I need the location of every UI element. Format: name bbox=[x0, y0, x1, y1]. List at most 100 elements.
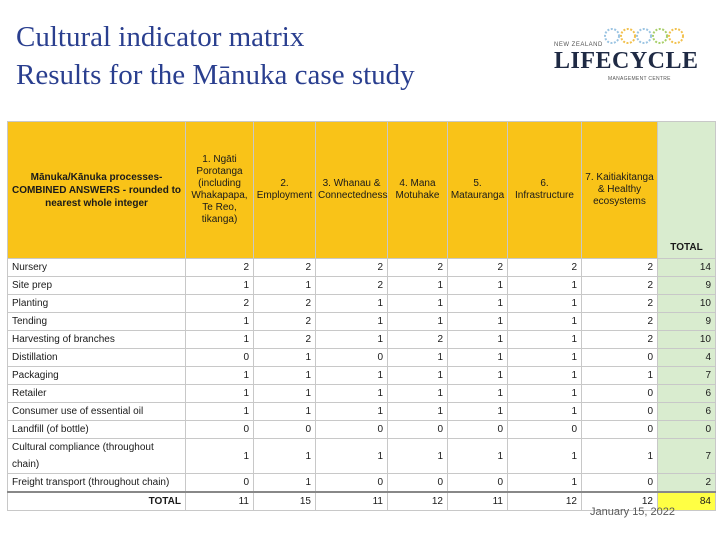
col-header-2: 2. Employment bbox=[253, 121, 316, 259]
cell: 2 bbox=[253, 312, 316, 331]
cell: 1 bbox=[185, 438, 254, 474]
cell: 1 bbox=[581, 438, 658, 474]
cell: 0 bbox=[315, 473, 388, 493]
table-row: Packaging 1 1 1 1 1 1 1 7 bbox=[7, 366, 716, 385]
corner-header: Mānuka/Kānuka processes-COMBINED ANSWERS… bbox=[7, 121, 186, 259]
cell: 1 bbox=[447, 402, 508, 421]
cell: 1 bbox=[253, 402, 316, 421]
row-total: 0 bbox=[657, 420, 716, 439]
cell: 0 bbox=[447, 420, 508, 439]
row-total: 4 bbox=[657, 348, 716, 367]
column-total: 11 bbox=[185, 491, 254, 511]
cell: 1 bbox=[447, 276, 508, 295]
cell: 1 bbox=[315, 438, 388, 474]
cell: 1 bbox=[315, 330, 388, 349]
row-label: Distillation bbox=[7, 348, 186, 367]
total-row: TOTAL 11 15 11 12 11 12 12 84 bbox=[7, 491, 716, 511]
cell: 1 bbox=[507, 330, 582, 349]
cell: 0 bbox=[387, 420, 448, 439]
cell: 1 bbox=[315, 402, 388, 421]
column-total: 12 bbox=[507, 491, 582, 511]
cell: 1 bbox=[507, 348, 582, 367]
cell: 2 bbox=[447, 258, 508, 277]
row-label: Site prep bbox=[7, 276, 186, 295]
row-total: 10 bbox=[657, 330, 716, 349]
cell: 2 bbox=[185, 258, 254, 277]
col-header-5: 5. Matauranga bbox=[447, 121, 508, 259]
cell: 1 bbox=[253, 384, 316, 403]
cell: 1 bbox=[507, 473, 582, 493]
row-total: 10 bbox=[657, 294, 716, 313]
cell: 2 bbox=[253, 294, 316, 313]
cell: 1 bbox=[447, 312, 508, 331]
table-body: Nursery 2 2 2 2 2 2 2 14 Site prep 1 1 2 1 1 1 2 9 Plant… bbox=[7, 258, 716, 511]
cell: 2 bbox=[581, 276, 658, 295]
cell: 0 bbox=[185, 348, 254, 367]
col-header-4: 4. Mana Motuhake bbox=[387, 121, 448, 259]
cell: 1 bbox=[507, 438, 582, 474]
cell: 1 bbox=[507, 276, 582, 295]
cell: 1 bbox=[507, 366, 582, 385]
row-total: 6 bbox=[657, 384, 716, 403]
cell: 1 bbox=[447, 366, 508, 385]
cell: 1 bbox=[581, 366, 658, 385]
column-total: 12 bbox=[387, 491, 448, 511]
cell: 1 bbox=[185, 402, 254, 421]
cell: 1 bbox=[253, 438, 316, 474]
cell: 1 bbox=[447, 348, 508, 367]
title-line-1: Cultural indicator matrix bbox=[16, 21, 305, 53]
cell: 1 bbox=[253, 473, 316, 493]
cell: 2 bbox=[581, 294, 658, 313]
cell: 1 bbox=[315, 294, 388, 313]
row-label: Cultural compliance (throughout chain) bbox=[7, 438, 186, 474]
cell: 1 bbox=[447, 384, 508, 403]
indicator-matrix-table: Mānuka/Kānuka processes-COMBINED ANSWERS… bbox=[7, 121, 716, 511]
cell: 1 bbox=[447, 294, 508, 313]
logo-circles-icon bbox=[604, 28, 684, 44]
cell: 0 bbox=[581, 348, 658, 367]
header-row: Mānuka/Kānuka processes-COMBINED ANSWERS… bbox=[7, 121, 716, 259]
cell: 1 bbox=[315, 384, 388, 403]
col-header-1: 1. Ngāti Porotanga (including Whakapapa,… bbox=[185, 121, 254, 259]
column-total: 11 bbox=[315, 491, 388, 511]
lifecycle-logo: NEW ZEALAND LIFECYCLE MANAGEMENT CENTRE bbox=[552, 26, 698, 92]
cell: 2 bbox=[507, 258, 582, 277]
table-row: Site prep 1 1 2 1 1 1 2 9 bbox=[7, 276, 716, 295]
cell: 1 bbox=[507, 402, 582, 421]
column-total: 11 bbox=[447, 491, 508, 511]
cell: 1 bbox=[387, 384, 448, 403]
cell: 1 bbox=[185, 312, 254, 331]
cell: 1 bbox=[387, 294, 448, 313]
row-label: Planting bbox=[7, 294, 186, 313]
row-total: 2 bbox=[657, 473, 716, 493]
cell: 0 bbox=[447, 473, 508, 493]
cell: 1 bbox=[315, 366, 388, 385]
cell: 1 bbox=[387, 438, 448, 474]
cell: 1 bbox=[185, 330, 254, 349]
logo-sub-text: MANAGEMENT CENTRE bbox=[608, 76, 671, 82]
table-row: Harvesting of branches 1 2 1 2 1 1 2 10 bbox=[7, 330, 716, 349]
column-total: 15 bbox=[253, 491, 316, 511]
cell: 1 bbox=[387, 402, 448, 421]
cell: 1 bbox=[253, 276, 316, 295]
cell: 0 bbox=[253, 420, 316, 439]
row-total: 9 bbox=[657, 276, 716, 295]
cell: 0 bbox=[315, 420, 388, 439]
table-row: Nursery 2 2 2 2 2 2 2 14 bbox=[7, 258, 716, 277]
cell: 1 bbox=[507, 312, 582, 331]
cell: 1 bbox=[507, 294, 582, 313]
cell: 1 bbox=[253, 348, 316, 367]
cell: 0 bbox=[581, 384, 658, 403]
cell: 1 bbox=[447, 438, 508, 474]
cell: 1 bbox=[185, 366, 254, 385]
cell: 2 bbox=[253, 258, 316, 277]
row-label: Nursery bbox=[7, 258, 186, 277]
table-row: Landfill (of bottle) 0 0 0 0 0 0 0 0 bbox=[7, 420, 716, 439]
cell: 2 bbox=[581, 258, 658, 277]
cell: 0 bbox=[387, 473, 448, 493]
cell: 2 bbox=[581, 330, 658, 349]
cell: 1 bbox=[253, 366, 316, 385]
table-row: Tending 1 2 1 1 1 1 2 9 bbox=[7, 312, 716, 331]
cell: 1 bbox=[387, 312, 448, 331]
row-label: Harvesting of branches bbox=[7, 330, 186, 349]
